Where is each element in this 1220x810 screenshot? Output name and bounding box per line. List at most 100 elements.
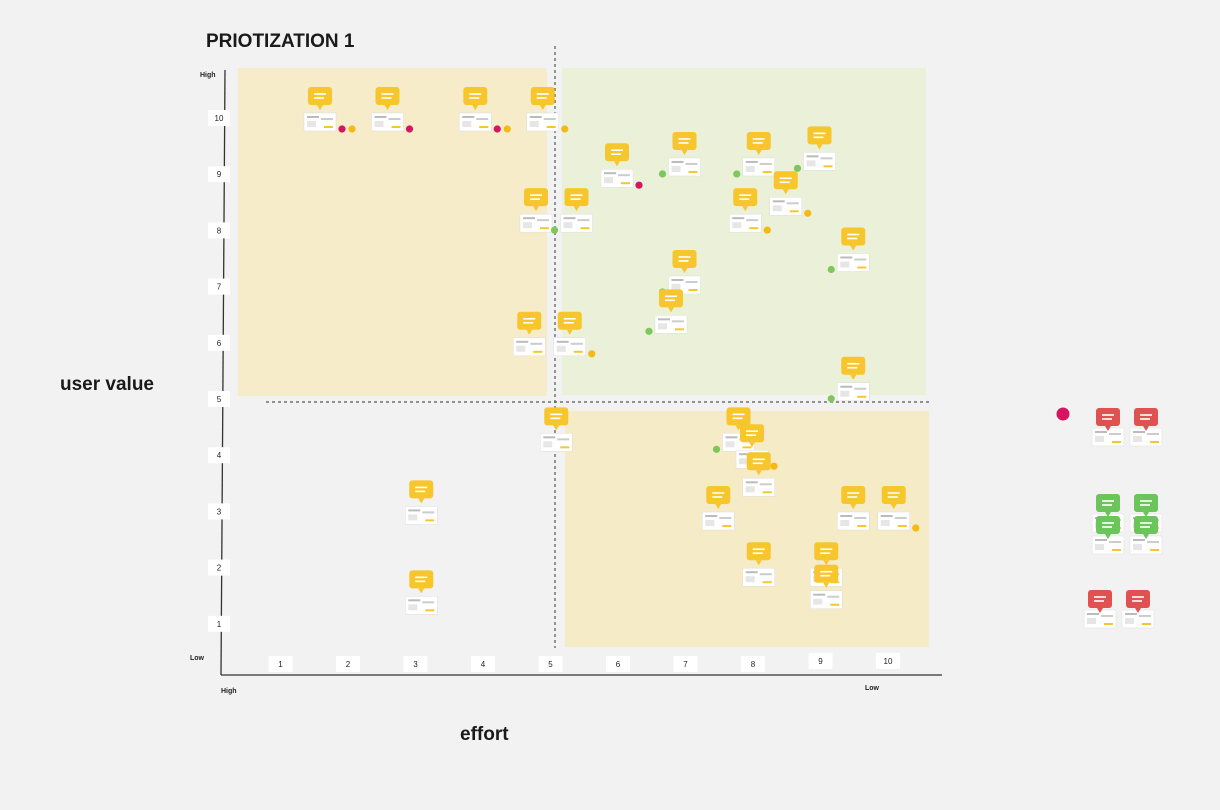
y-tick-label: 9 (217, 170, 222, 179)
vote-dot-orange (804, 209, 812, 217)
vote-dot-orange (348, 125, 356, 133)
y-tick-box (208, 278, 230, 295)
y-tick-label: 6 (217, 339, 222, 348)
idea-card (405, 506, 438, 525)
idea-card (303, 112, 337, 132)
vote-dot-magenta (338, 125, 346, 133)
idea-card (654, 315, 688, 334)
idea-card (742, 567, 775, 587)
y-tick-label: 8 (217, 226, 222, 235)
idea-card (553, 337, 586, 357)
comment-note (773, 171, 798, 195)
x-tick-box (268, 656, 293, 672)
comment-note (814, 542, 839, 566)
x-tick-box (538, 656, 563, 672)
vote-dot-orange (912, 524, 920, 532)
x-tick-box (336, 656, 360, 672)
comment-note (517, 311, 542, 335)
x-tick-box (741, 656, 765, 672)
vote-dot-orange (763, 226, 771, 234)
parked-comment-note (1096, 408, 1120, 431)
comment-note (659, 289, 683, 313)
y-tick-box (208, 166, 230, 183)
idea-card (371, 112, 404, 132)
comment-note (375, 87, 400, 110)
parked-idea-card (1083, 609, 1117, 629)
comment-note (841, 227, 866, 251)
y-tick-box (208, 222, 230, 239)
vote-dot-green (827, 395, 835, 403)
vote-dot-orange (588, 350, 596, 358)
comment-note (814, 564, 839, 588)
idea-card (769, 197, 802, 216)
parked-comment-note (1126, 590, 1150, 613)
comment-note (672, 131, 697, 155)
comment-note (726, 407, 751, 431)
idea-card (803, 152, 836, 171)
parked-comment-note (1088, 590, 1112, 613)
idea-card (742, 157, 775, 177)
idea-card (560, 213, 593, 233)
x-tick-box (673, 656, 698, 672)
parked-comment-note (1134, 516, 1158, 539)
x-tick-label: 2 (346, 660, 351, 669)
comment-note (409, 480, 434, 504)
comment-note (557, 311, 582, 335)
idea-card (810, 590, 843, 609)
vote-dot-magenta (493, 125, 501, 133)
y-tick-box (208, 334, 230, 351)
y-tick-label: 5 (217, 395, 222, 404)
y-low-label: Low (190, 655, 204, 662)
idea-card (729, 213, 762, 233)
x-axis-title: effort (460, 724, 509, 745)
board-title: PRIOTIZATION 1 (206, 31, 355, 52)
y-tick-label: 3 (217, 507, 222, 516)
comment-note (605, 143, 629, 167)
y-tick-box (208, 447, 230, 464)
x-tick-box (606, 656, 630, 672)
comment-note (706, 486, 731, 510)
x-tick-label: 1 (278, 660, 283, 669)
comment-note (524, 188, 548, 212)
vote-dot-green (658, 170, 667, 178)
idea-card (600, 168, 634, 188)
idea-card (837, 253, 870, 272)
comment-note (881, 486, 906, 510)
y-tick-box (208, 503, 230, 520)
x-low-label: Low (865, 685, 879, 692)
comment-note (733, 188, 758, 212)
idea-card (513, 337, 546, 357)
comment-note (672, 249, 697, 273)
vote-dot-green (733, 170, 741, 178)
y-tick-box (208, 615, 230, 632)
idea-card (742, 478, 775, 497)
idea-card (540, 433, 573, 452)
x-tick-label: 9 (818, 657, 823, 666)
vote-dot-green (712, 445, 721, 453)
comment-note (746, 131, 771, 155)
x-tick-box (876, 653, 900, 669)
x-tick-label: 4 (481, 660, 486, 669)
x-tick-label: 10 (884, 657, 893, 666)
y-tick-box (208, 391, 230, 407)
x-tick-box (808, 653, 833, 669)
x-tick-label: 8 (751, 660, 756, 669)
vote-dot-magenta (405, 125, 414, 133)
comment-note (544, 407, 569, 431)
idea-card (668, 157, 701, 177)
y-tick-label: 1 (217, 620, 222, 629)
vote-dot-orange (770, 462, 778, 470)
y-axis-line (220, 69, 226, 676)
y-tick-box (208, 110, 230, 126)
idea-card (877, 511, 910, 531)
y-tick-label: 2 (217, 564, 222, 573)
idea-card (837, 511, 870, 531)
y-tick-label: 7 (217, 283, 222, 292)
comment-note (746, 542, 771, 566)
comment-note (409, 570, 434, 594)
parked-comment-note (1134, 408, 1158, 431)
idea-card (702, 511, 735, 531)
x-tick-label: 7 (683, 660, 688, 669)
vote-dot-green (645, 327, 653, 335)
